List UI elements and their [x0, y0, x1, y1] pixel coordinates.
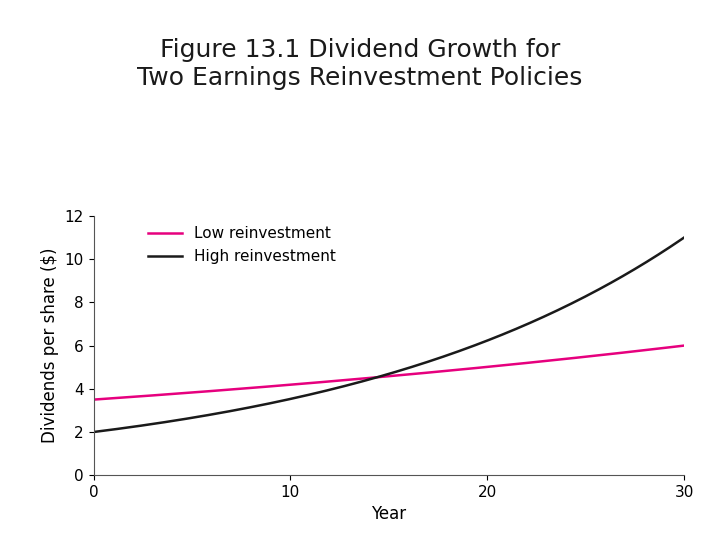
Text: Figure 13.1 Dividend Growth for
Two Earnings Reinvestment Policies: Figure 13.1 Dividend Growth for Two Earn… [138, 38, 582, 90]
Line: High reinvestment: High reinvestment [94, 238, 684, 432]
High reinvestment [89, 429, 98, 435]
Low reinvestment [438, 368, 447, 374]
High reinvestment [680, 234, 688, 241]
Low reinvestment [89, 396, 98, 403]
High reinvestment [91, 429, 100, 435]
Low reinvestment [451, 367, 459, 373]
Line: Low reinvestment: Low reinvestment [94, 346, 684, 400]
Low reinvestment [587, 353, 595, 359]
Legend: Low reinvestment, High reinvestment: Low reinvestment, High reinvestment [148, 226, 336, 264]
High reinvestment [438, 354, 447, 360]
High reinvestment [451, 349, 459, 356]
High reinvestment [624, 269, 633, 276]
High reinvestment [587, 290, 595, 296]
Y-axis label: Dividends per share ($): Dividends per share ($) [41, 248, 59, 443]
High reinvestment [441, 353, 449, 359]
Low reinvestment [624, 349, 633, 355]
Low reinvestment [680, 342, 688, 349]
Low reinvestment [91, 396, 100, 403]
X-axis label: Year: Year [372, 505, 406, 523]
Low reinvestment [441, 368, 449, 374]
